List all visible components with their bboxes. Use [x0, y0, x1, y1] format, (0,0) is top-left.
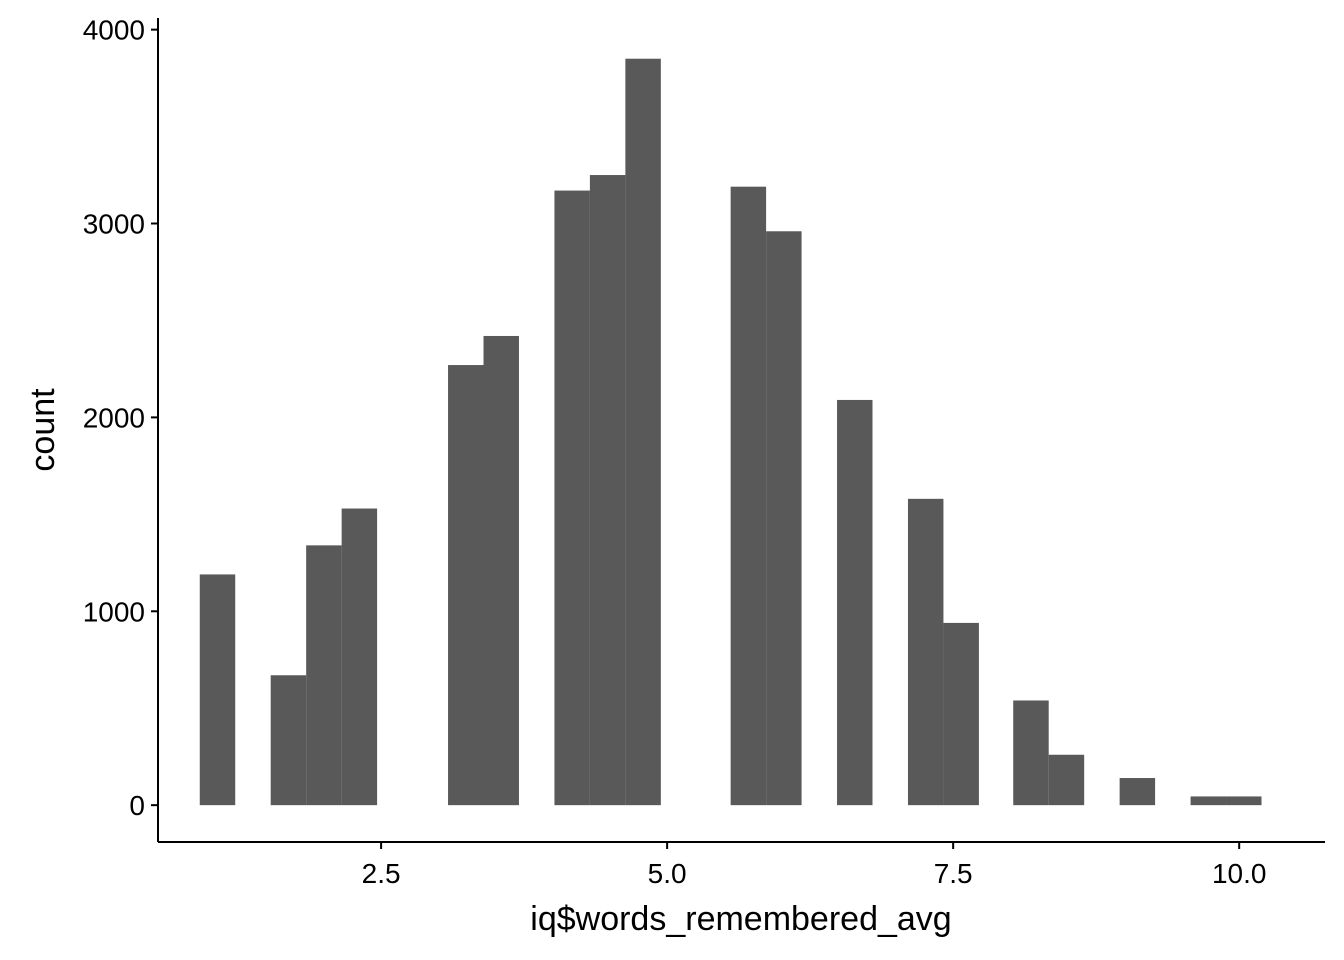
histogram-bar [943, 622, 979, 806]
y-axis-ticks: 0 1000 2000 3000 4000 [83, 15, 158, 821]
histogram-bar [1119, 778, 1156, 806]
x-tick-label: 5.0 [648, 858, 687, 889]
y-tick-label: 1000 [83, 596, 145, 627]
histogram-bar [483, 335, 519, 806]
histogram-bar [1190, 796, 1227, 806]
x-tick-label: 7.5 [934, 858, 973, 889]
y-tick-label: 0 [129, 790, 145, 821]
histogram-bar [1013, 700, 1049, 806]
histogram-bar [270, 675, 307, 806]
histogram-bar [589, 175, 626, 806]
histogram-bar [1048, 754, 1085, 806]
histogram-bar [1226, 796, 1262, 806]
histogram-bar [625, 58, 661, 806]
y-tick-label: 3000 [83, 209, 145, 240]
x-axis-ticks: 2.5 5.0 7.5 10.0 [362, 842, 1267, 889]
x-tick-label: 2.5 [362, 858, 401, 889]
y-tick-label: 4000 [83, 15, 145, 46]
bars-group [199, 58, 1262, 806]
histogram-bar [199, 574, 236, 806]
histogram-bar [766, 231, 802, 806]
histogram-bar [837, 399, 873, 806]
y-tick-label: 2000 [83, 402, 145, 433]
histogram-bar [554, 190, 590, 806]
histogram-bar [306, 545, 342, 806]
x-tick-label: 10.0 [1212, 858, 1267, 889]
y-axis-title: count [24, 388, 62, 472]
x-axis-title: iq$words_remembered_avg [530, 900, 951, 938]
histogram-bar [341, 508, 378, 806]
histogram-bar [730, 186, 767, 806]
histogram-bar [907, 498, 944, 806]
histogram-bar [448, 365, 484, 806]
